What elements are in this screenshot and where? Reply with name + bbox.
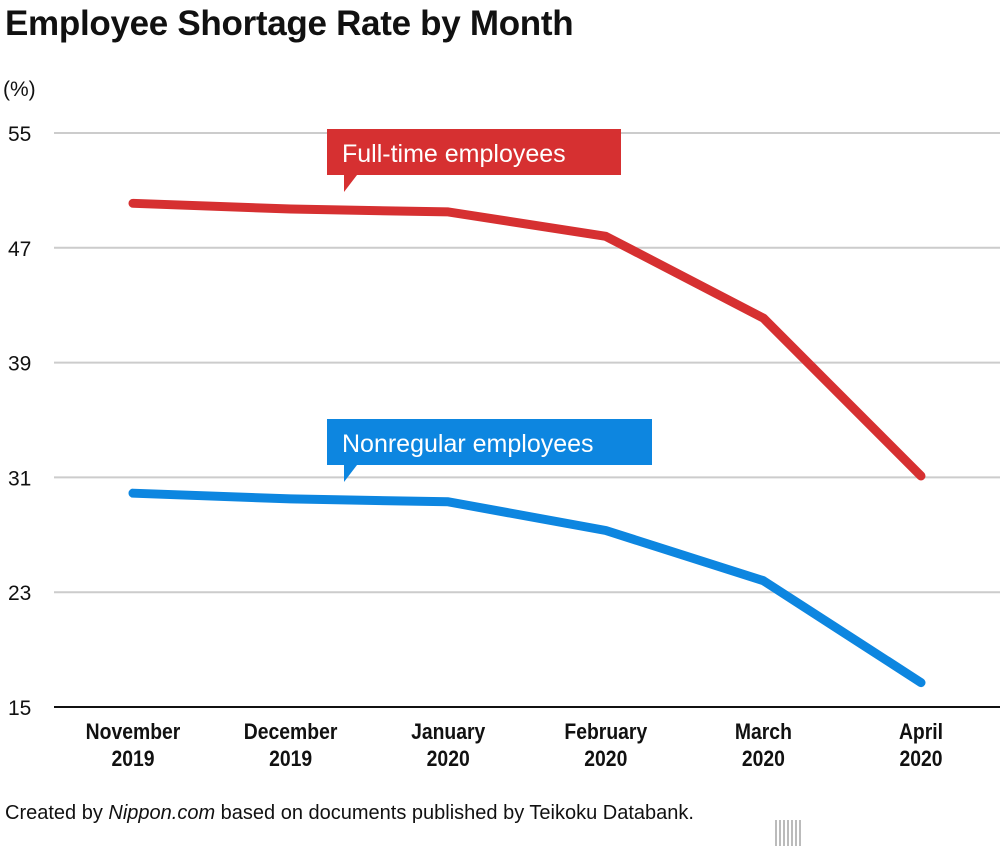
y-tick-label: 47 [8,238,31,261]
x-tick-label: March [735,720,792,744]
logo-name: nippon [775,851,891,856]
logo-bars-icon [775,820,801,846]
chart-title: Employee Shortage Rate by Month [5,4,574,43]
source-suffix: based on documents published by Teikoku … [215,802,694,824]
line-chart: 55 47 39 31 23 15 November 2019 December 2019 Janu… [8,123,1000,771]
y-axis-unit: (%) [3,78,36,101]
x-tick-label: December [244,720,338,744]
x-tick-label: 2020 [742,747,785,771]
source-name: Nippon.com [108,802,216,824]
y-tick-label: 15 [8,697,31,720]
nippon-logo: nippon.com [775,812,1000,856]
x-tick-label: 2020 [584,747,627,771]
x-tick-label: January [411,720,486,744]
x-tick-label: November [86,720,181,744]
series-label-box [327,419,652,465]
series-line [128,488,926,688]
x-tick-label: 2019 [111,747,154,771]
series-label-pointer [344,175,357,192]
x-tick-label: 2020 [427,747,470,771]
y-tick-label: 39 [8,353,31,376]
logo-tld: com [902,851,974,856]
logo-dot: . [891,851,902,856]
series-label: Nonregular employees [342,430,594,458]
y-tick-label: 31 [8,467,31,490]
x-tick-label: February [564,720,647,744]
x-tick-label: 2019 [269,747,312,771]
y-tick-label: 23 [8,582,31,605]
series-line [128,198,926,481]
series-label-pointer [344,465,357,482]
x-tick-label: 2020 [899,747,942,771]
source-prefix: Created by [5,802,109,824]
series-label: Full-time employees [342,140,566,168]
y-tick-label: 55 [8,123,31,146]
source-note: Created by Nippon.com based on documents… [5,800,765,826]
series-label-box [327,129,621,175]
x-tick-label: April [899,720,943,744]
